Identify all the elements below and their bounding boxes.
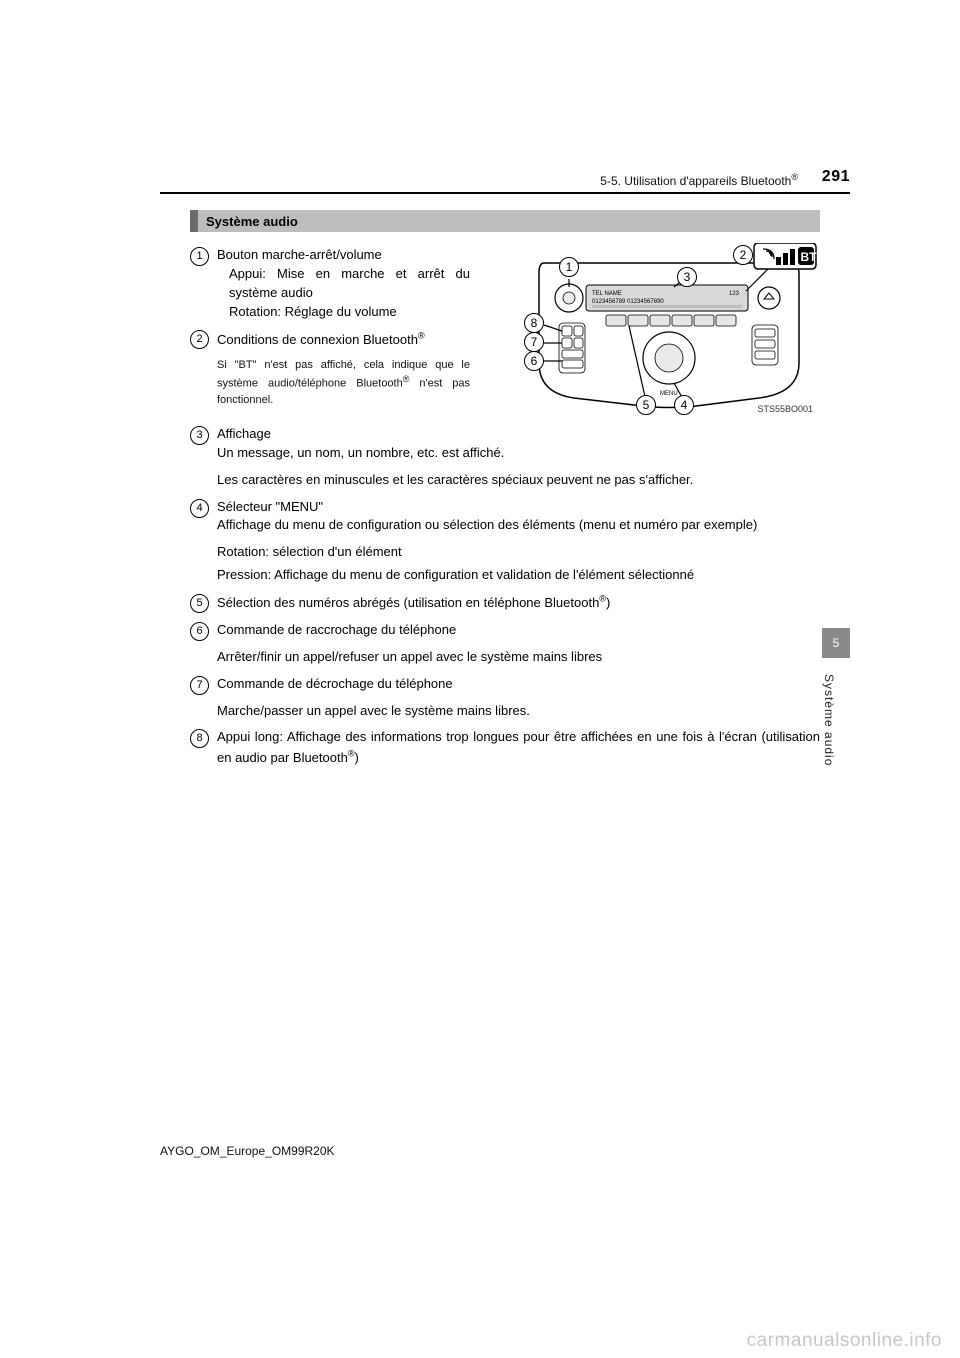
page-number: 291 xyxy=(822,168,850,186)
item-6-para: Arrêter/finir un appel/refuser un appel … xyxy=(217,648,820,667)
item-3-para: Les caractères en minuscules et les cara… xyxy=(217,471,820,490)
item-3-marker: 3 xyxy=(190,426,209,445)
item-1-title: Bouton marche-arrêt/volume xyxy=(217,247,382,262)
page-header: 5-5. Utilisation d'appareils Bluetooth® … xyxy=(160,170,850,194)
item-8-title-post: ) xyxy=(354,750,358,765)
diagram-callout-8: 8 xyxy=(524,313,544,333)
item-2-marker: 2 xyxy=(190,330,209,349)
section-title-bar: Système audio xyxy=(190,210,820,232)
item-3-sub1: Un message, un nom, un nombre, etc. est … xyxy=(217,444,820,463)
item-8: 8 Appui long: Affichage des informations… xyxy=(190,728,820,767)
diagram-callout-4: 4 xyxy=(674,395,694,415)
item-1-sub2: Rotation: Réglage du volume xyxy=(217,303,470,322)
item-2-title: Conditions de connexion Bluetooth® xyxy=(217,332,425,347)
side-tab-chapter: 5 xyxy=(822,628,850,658)
svg-text:MENU: MENU xyxy=(660,391,678,397)
item-2-title-pre: Conditions de connexion Bluetooth xyxy=(217,332,418,347)
section-path-text: 5-5. Utilisation d'appareils Bluetooth xyxy=(600,174,791,188)
item-2: 2 Conditions de connexion Bluetooth® Si … xyxy=(190,329,470,409)
item-4-para1: Rotation: sélection d'un élément xyxy=(217,543,820,562)
footer-doc-id: AYGO_OM_Europe_OM99R20K xyxy=(160,1144,335,1158)
item-5-title-pre: Sélection des numéros abrégés (utilisati… xyxy=(217,595,599,610)
item-3: 3 Affichage Un message, un nom, un nombr… xyxy=(190,425,820,490)
item-8-title: Appui long: Affichage des informations t… xyxy=(217,729,820,764)
item-4: 4 Sélecteur "MENU" Affichage du menu de … xyxy=(190,498,820,585)
watermark: carmanualsonline.info xyxy=(747,1330,942,1352)
item-5-title: Sélection des numéros abrégés (utilisati… xyxy=(217,595,610,610)
section-path: 5-5. Utilisation d'appareils Bluetooth® xyxy=(600,172,798,188)
side-tab-label: Système audio xyxy=(822,674,836,766)
item-6-title: Commande de raccrochage du téléphone xyxy=(217,622,456,637)
diagram-callout-6: 6 xyxy=(524,351,544,371)
svg-text:0123456789 01234567890: 0123456789 01234567890 xyxy=(592,299,664,305)
item-5-marker: 5 xyxy=(190,594,209,613)
item-7-marker: 7 xyxy=(190,676,209,695)
reg-mark-icon: ® xyxy=(418,330,425,340)
item-4-title: Sélecteur "MENU" xyxy=(217,499,323,514)
diagram-callout-7: 7 xyxy=(524,332,544,352)
item-7-para: Marche/passer un appel avec le système m… xyxy=(217,702,820,721)
audio-unit-diagram: TEL NAME 0123456789 01234567890 123 xyxy=(513,242,820,419)
item-4-para2: Pression: Affichage du menu de configura… xyxy=(217,566,820,585)
item-2-note: Si "BT" n'est pas affiché, cela indique … xyxy=(217,358,470,409)
diagram-code: STS55BO001 xyxy=(757,404,813,414)
item-1-marker: 1 xyxy=(190,247,209,266)
diagram-callout-2: 2 xyxy=(733,245,753,265)
diagram-callout-1: 1 xyxy=(559,257,579,277)
content-area: Système audio 1 Bouton marche-arrêt/volu… xyxy=(190,210,820,767)
item-6-marker: 6 xyxy=(190,622,209,641)
item-1-sub1: Appui: Mise en marche et arrêt du systèm… xyxy=(217,265,470,303)
upper-block: 1 Bouton marche-arrêt/volume Appui: Mise… xyxy=(190,240,820,419)
item-7: 7 Commande de décrochage du téléphone Ma… xyxy=(190,675,820,721)
item-5-title-post: ) xyxy=(606,595,610,610)
reg-mark-icon: ® xyxy=(599,594,606,604)
section-accent xyxy=(190,210,198,232)
diagram-callout-3: 3 xyxy=(677,267,697,287)
item-8-marker: 8 xyxy=(190,729,209,748)
section-title: Système audio xyxy=(198,214,298,229)
svg-text:123: 123 xyxy=(729,291,740,297)
diagram-callout-5: 5 xyxy=(636,395,656,415)
item-3-title: Affichage xyxy=(217,426,271,441)
item-4-sub1: Affichage du menu de configuration ou sé… xyxy=(217,516,820,535)
svg-text:TEL NAME: TEL NAME xyxy=(592,291,622,297)
item-4-marker: 4 xyxy=(190,499,209,518)
section-path-sup: ® xyxy=(791,172,798,182)
item-1: 1 Bouton marche-arrêt/volume Appui: Mise… xyxy=(190,246,470,321)
svg-text:BT: BT xyxy=(801,250,818,264)
header-rule xyxy=(160,192,850,194)
item-5: 5 Sélection des numéros abrégés (utilisa… xyxy=(190,593,820,613)
item-8-title-pre: Appui long: Affichage des informations t… xyxy=(217,729,820,764)
side-tab: 5 Système audio xyxy=(822,628,850,828)
left-column: 1 Bouton marche-arrêt/volume Appui: Mise… xyxy=(190,240,470,409)
item-7-title: Commande de décrochage du téléphone xyxy=(217,676,453,691)
page: 5-5. Utilisation d'appareils Bluetooth® … xyxy=(0,0,960,1358)
item-6: 6 Commande de raccrochage du téléphone A… xyxy=(190,621,820,667)
